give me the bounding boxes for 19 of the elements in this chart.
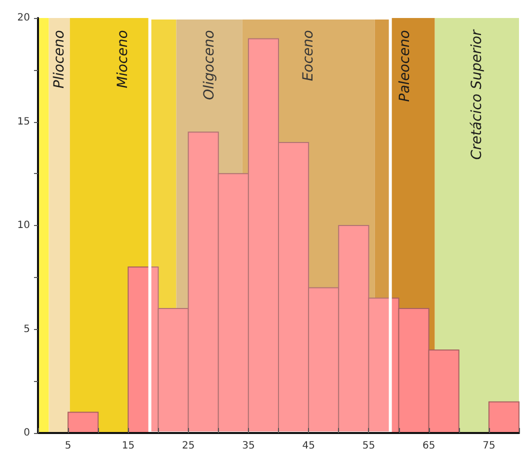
y-tick-label: 15	[17, 116, 30, 128]
y-tick-label: 10	[17, 220, 30, 231]
x-tick-label: 35	[242, 440, 255, 452]
band-label: Cretácico Superior	[468, 28, 485, 160]
y-tick-label: 0	[24, 428, 30, 438]
y-tick-label: 5	[24, 324, 30, 335]
band-label: Oligoceno	[201, 30, 218, 100]
x-tick-label: 15	[122, 440, 135, 452]
band-label: Mioceno	[115, 30, 132, 88]
x-tick-label: 5	[64, 440, 72, 452]
band-label: Eoceno	[300, 30, 317, 82]
x-tick-label: 65	[422, 440, 436, 452]
y-tick-label: 20	[17, 12, 30, 24]
x-tick-label: 55	[362, 440, 376, 452]
x-tick-label: 45	[302, 440, 315, 452]
band-label: Paleoceno	[396, 30, 413, 102]
x-tick-label: 75	[482, 440, 496, 452]
band-label: Plioceno	[51, 30, 68, 89]
x-tick-label: 25	[182, 440, 195, 452]
